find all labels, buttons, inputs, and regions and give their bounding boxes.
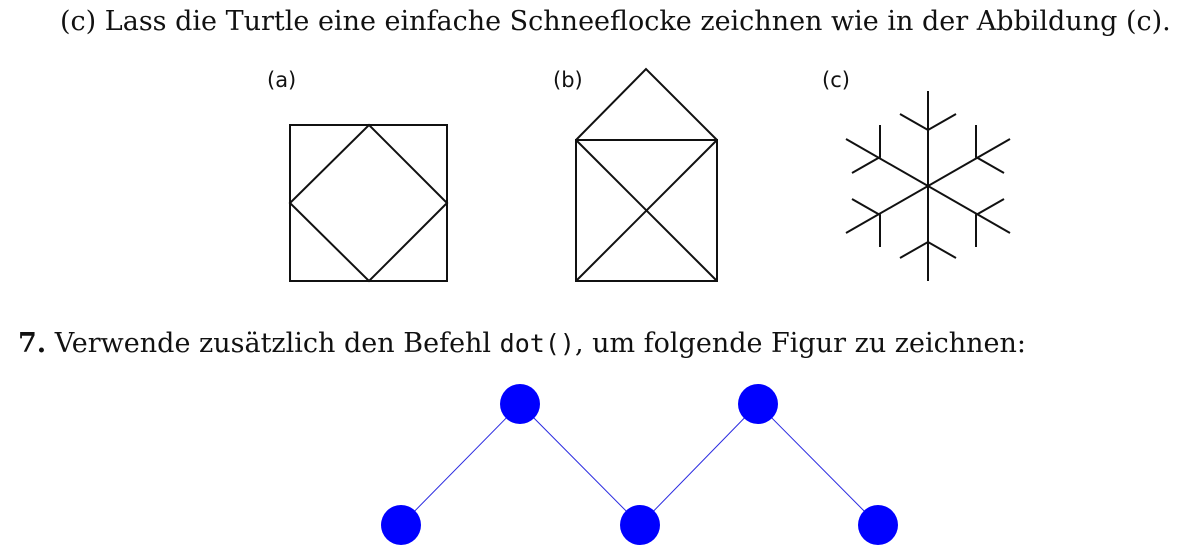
figure-a-square-diamond: [288, 123, 449, 283]
figure-b-label: (b): [553, 68, 583, 92]
zigzag-dot: [381, 505, 421, 545]
task-7-number: 7.: [18, 328, 47, 359]
figure-a-label: (a): [267, 68, 297, 92]
snowflake-branch-upper-left: [851, 125, 881, 174]
task-7-text-after: , um folgende Figur zu zeichnen:: [574, 328, 1026, 359]
snowflake-branch-top: [899, 113, 957, 132]
snowflake-branch-lower-right: [975, 198, 1005, 247]
task-7-zigzag-figure: [381, 384, 898, 545]
zigzag-dot: [738, 384, 778, 424]
figure-a-outer-square: [289, 124, 448, 282]
zigzag-dot: [620, 505, 660, 545]
snowflake-branch-bottom: [899, 240, 957, 259]
task-c-marker: (c): [60, 6, 97, 37]
figure-b-roof: [575, 67, 718, 141]
task-c-instruction: (c) Lass die Turtle eine einfache Schnee…: [60, 6, 1171, 38]
figure-c-snowflake: [845, 91, 1011, 281]
figure-b-walls: [575, 139, 718, 282]
snowflake-branch-lower-left: [851, 198, 881, 247]
figure-b-diagonal-2: [575, 139, 718, 282]
zigzag-dot: [858, 505, 898, 545]
task-7-instruction: 7. Verwende zusätzlich den Befehl dot(),…: [18, 328, 1026, 360]
zigzag-dot: [500, 384, 540, 424]
figure-b-house: [575, 67, 718, 282]
snowflake-diagonal-arm-2: [845, 138, 1011, 234]
figure-a-inner-diamond: [288, 123, 449, 283]
snowflake-branch-upper-right: [975, 125, 1005, 174]
figure-c-label: (c): [822, 68, 850, 92]
task-7-code: dot(): [499, 329, 575, 358]
task-c-text: Lass die Turtle eine einfache Schneefloc…: [104, 6, 1171, 37]
task-7-text-before: Verwende zusätzlich den Befehl: [54, 328, 492, 359]
